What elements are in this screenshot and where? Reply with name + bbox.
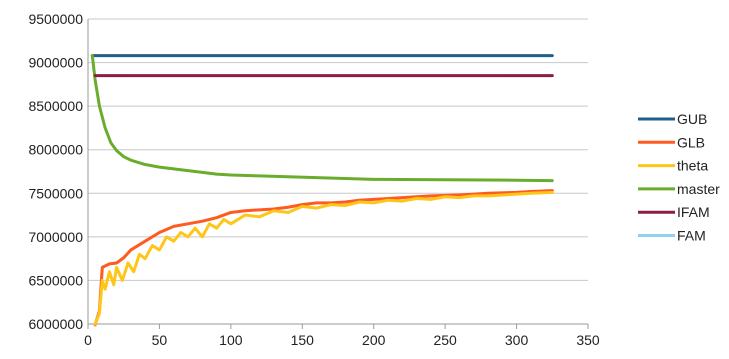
x-tick-label: 200 <box>362 332 386 348</box>
series-line-theta <box>93 190 554 326</box>
y-tick-label: 8000000 <box>28 142 83 158</box>
x-tick-label: 250 <box>433 332 457 348</box>
series-line-master <box>90 54 554 183</box>
series-lines <box>90 54 554 327</box>
x-tick-label: 150 <box>291 332 315 348</box>
y-tick-label: 6000000 <box>28 316 83 332</box>
legend-label-gub: GUB <box>677 111 707 127</box>
legend-label-theta: theta <box>677 158 708 174</box>
x-tick-label: 100 <box>219 332 243 348</box>
x-tick-label: 0 <box>84 332 92 348</box>
x-tick-label: 350 <box>576 332 600 348</box>
legend-label-glb: GLB <box>677 134 705 150</box>
y-tick-label: 6500000 <box>28 272 83 288</box>
x-tick-label: 50 <box>152 332 168 348</box>
y-tick-label: 9000000 <box>28 55 83 71</box>
grid-lines <box>88 18 588 325</box>
legend-label-ifam: IFAM <box>677 204 710 220</box>
x-tick-label: 300 <box>505 332 529 348</box>
y-tick-label: 7000000 <box>28 229 83 245</box>
axes: 6000000 6500000 7000000 7500000 8000000 85000… <box>28 11 599 348</box>
series-line-glb <box>93 189 554 327</box>
y-tick-label: 9500000 <box>28 11 83 27</box>
legend: GUB GLB theta master IFAM FAM <box>638 111 720 244</box>
legend-label-master: master <box>677 181 720 197</box>
y-tick-label: 7500000 <box>28 185 83 201</box>
legend-label-fam: FAM <box>677 228 706 244</box>
y-tick-label: 8500000 <box>28 98 83 114</box>
